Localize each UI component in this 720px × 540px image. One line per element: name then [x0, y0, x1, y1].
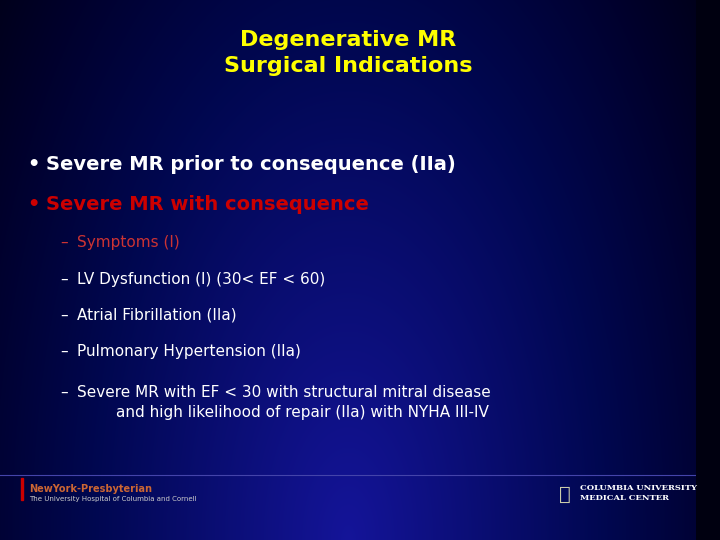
Text: Severe MR prior to consequence (IIa): Severe MR prior to consequence (IIa)	[46, 155, 456, 174]
Text: –: –	[60, 235, 68, 250]
Text: Severe MR with EF < 30 with structural mitral disease
        and high likelihoo: Severe MR with EF < 30 with structural m…	[77, 385, 491, 420]
Text: Pulmonary Hypertension (IIa): Pulmonary Hypertension (IIa)	[77, 344, 301, 359]
Text: The University Hospital of Columbia and Cornell: The University Hospital of Columbia and …	[29, 496, 197, 502]
Bar	[22, 478, 23, 500]
Text: –: –	[60, 385, 68, 400]
Text: LV Dysfunction (I) (30< EF < 60): LV Dysfunction (I) (30< EF < 60)	[77, 272, 325, 287]
Text: •: •	[27, 155, 40, 174]
Text: Severe MR with consequence: Severe MR with consequence	[46, 195, 369, 214]
Text: COLUMBIA UNIVERSITY: COLUMBIA UNIVERSITY	[580, 484, 697, 492]
Text: MEDICAL CENTER: MEDICAL CENTER	[580, 494, 669, 502]
Text: Atrial Fibrillation (IIa): Atrial Fibrillation (IIa)	[77, 308, 237, 323]
Text: Surgical Indications: Surgical Indications	[224, 56, 472, 76]
Text: Symptoms (I): Symptoms (I)	[77, 235, 180, 250]
Text: •: •	[27, 195, 40, 214]
Text: –: –	[60, 344, 68, 359]
Text: –: –	[60, 308, 68, 323]
Text: NewYork-Presbyterian: NewYork-Presbyterian	[29, 484, 152, 494]
Text: –: –	[60, 272, 68, 287]
Text: 👑: 👑	[559, 485, 570, 504]
Text: Degenerative MR: Degenerative MR	[240, 30, 456, 50]
